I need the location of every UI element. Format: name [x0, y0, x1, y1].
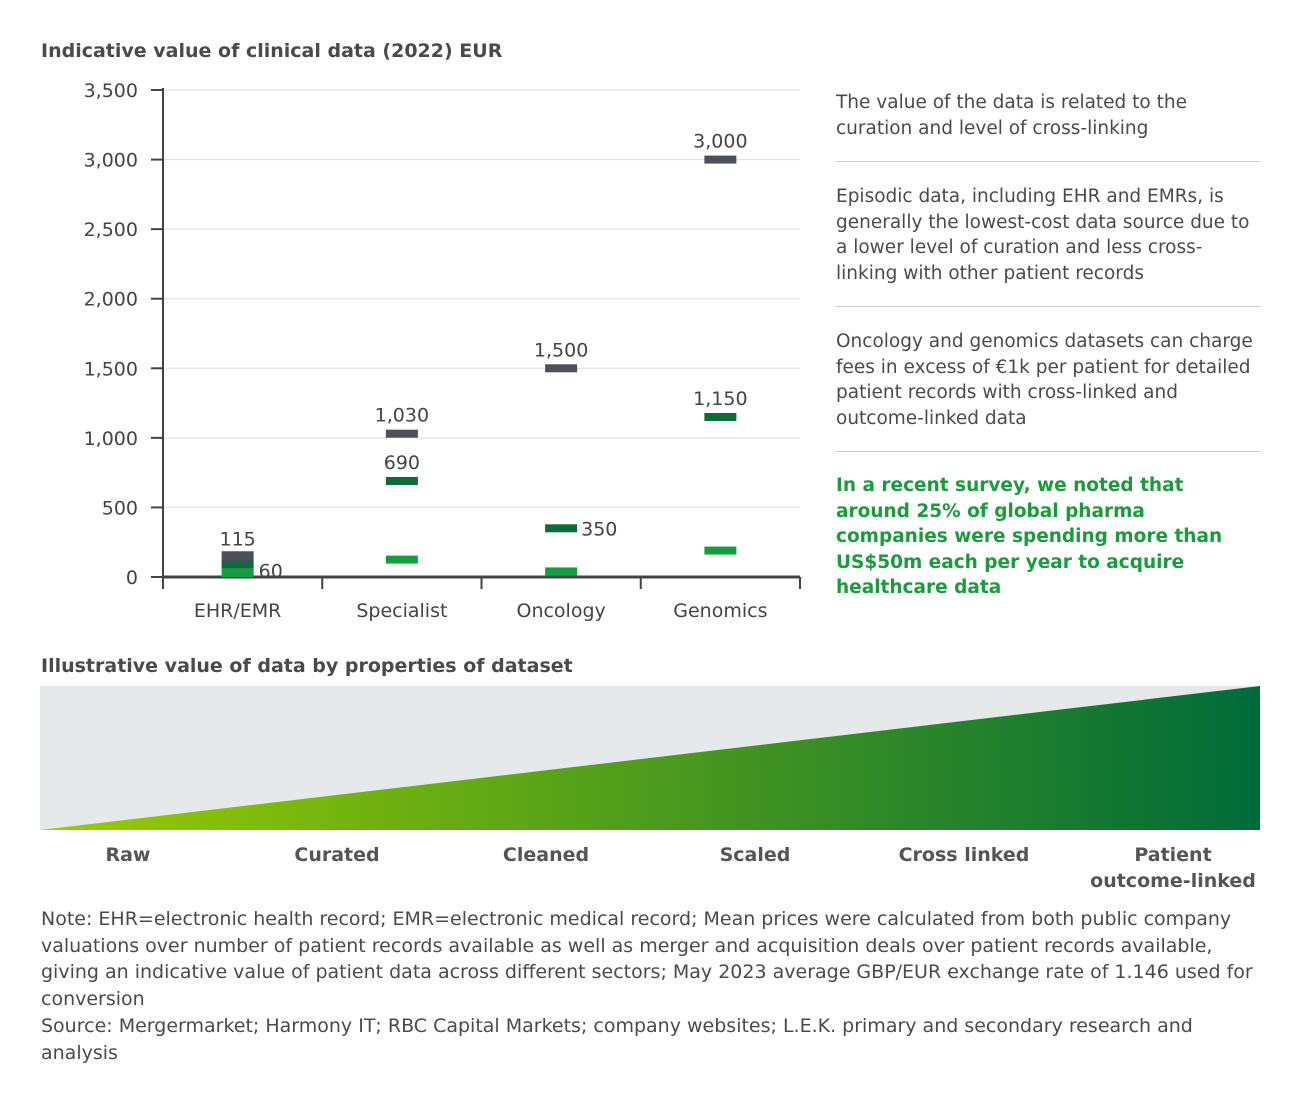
bar-segment — [221, 568, 254, 577]
y-tick-label: 1,500 — [84, 358, 138, 380]
y-tick-label: 2,000 — [84, 289, 138, 311]
y-tick-label: 1,000 — [84, 428, 138, 450]
y-tick-label: 3,500 — [84, 80, 138, 102]
footnote: Note: EHR=electronic health record; EMR=… — [41, 906, 1261, 1066]
x-tick-label: EHR/EMR — [194, 600, 282, 622]
divider — [836, 451, 1260, 452]
x-tick-label: Genomics — [673, 600, 767, 622]
side-text-2: Episodic data, including EHR and EMRs, i… — [836, 186, 1250, 284]
data-label: 1,150 — [693, 388, 747, 410]
bar-segment — [221, 560, 254, 569]
data-label: 350 — [581, 518, 617, 540]
x-tick-label: Specialist — [356, 600, 447, 622]
bar-segment — [221, 551, 254, 561]
data-marker — [545, 524, 578, 533]
stage-cleaned: Cleaned — [502, 844, 590, 866]
stage-scaled: Scaled — [719, 844, 791, 866]
y-tick-label: 2,500 — [84, 219, 138, 241]
stage-cross-linked: Cross linked — [898, 844, 1030, 866]
note-text: Note: EHR=electronic health record; EMR=… — [41, 908, 1253, 1011]
data-label: 3,000 — [693, 131, 747, 153]
data-marker — [385, 429, 418, 438]
data-marker — [545, 567, 578, 576]
data-marker — [545, 364, 578, 373]
stage-curated: Curated — [294, 844, 380, 866]
illustrative-title: Illustrative value of data by properties… — [41, 655, 573, 677]
data-label: 1,500 — [534, 339, 588, 361]
data-marker — [385, 476, 418, 485]
survey-highlight: In a recent survey, we noted that around… — [836, 475, 1223, 598]
y-tick-label: 3,000 — [84, 150, 138, 172]
data-label: 60 — [259, 561, 283, 583]
divider — [836, 306, 1260, 307]
divider — [836, 161, 1260, 162]
stage-patient-outcome-linked: Patient outcome-linked — [1090, 844, 1256, 892]
source-text: Source: Mergermarket; Harmony IT; RBC Ca… — [41, 1014, 1193, 1064]
side-text-1: The value of the data is related to the … — [836, 92, 1187, 139]
data-label: 690 — [384, 452, 420, 474]
chart-title: Indicative value of clinical data (2022)… — [41, 40, 503, 62]
data-marker — [704, 546, 737, 555]
data-label: 115 — [219, 528, 255, 550]
wedge-gradient — [40, 686, 1260, 830]
clinical-data-value-chart: 0 500 1,000 1,500 2,000 2,500 3,000 3,500 EHR/EM… — [84, 80, 801, 622]
y-tick-label: 500 — [102, 497, 138, 519]
x-tick-label: Oncology — [516, 600, 605, 622]
data-marker — [704, 412, 737, 421]
stage-raw: Raw — [105, 844, 151, 866]
data-label: 1,030 — [375, 405, 429, 427]
data-marker — [385, 555, 418, 564]
value-wedge — [40, 686, 1260, 830]
data-marker — [704, 155, 737, 164]
side-text-3: Oncology and genomics datasets can charg… — [836, 331, 1253, 429]
y-tick-label: 0 — [126, 567, 138, 589]
